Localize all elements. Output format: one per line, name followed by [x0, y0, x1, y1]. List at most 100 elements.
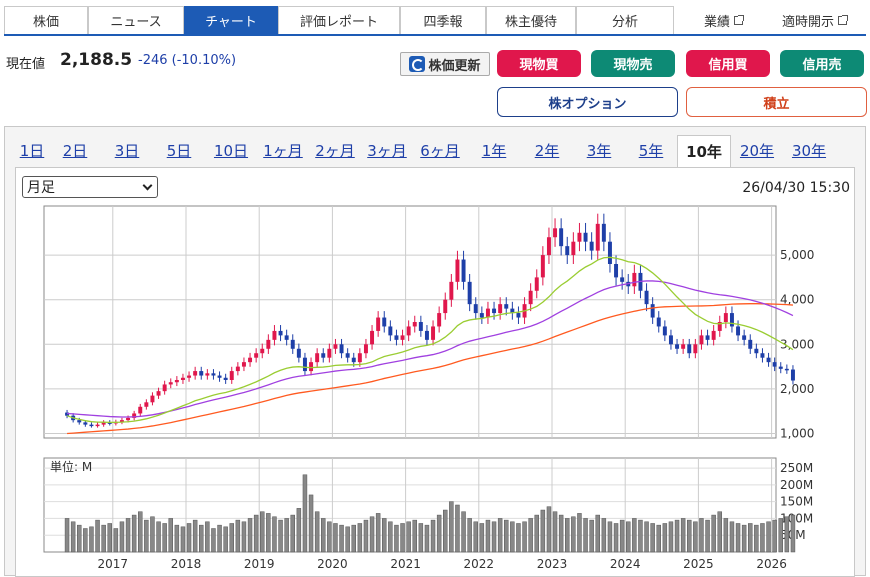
candle-body — [662, 326, 667, 336]
candle-body — [614, 264, 619, 278]
period-tab[interactable]: 2年 — [534, 141, 560, 160]
tab-bunseki[interactable]: 分析 — [576, 6, 674, 34]
period-tab[interactable]: 1日 — [19, 141, 45, 160]
volume-unit-label: 単位: M — [50, 459, 92, 474]
tab-label: 評価レポート — [299, 15, 378, 30]
interval-value: 月足 — [27, 180, 55, 196]
candle-body — [687, 344, 692, 354]
candle-body — [187, 375, 192, 378]
candle-body — [418, 322, 423, 331]
volume-bar — [211, 528, 216, 553]
volume-bar — [156, 521, 161, 553]
period-tab[interactable]: 20年 — [739, 141, 775, 160]
candle-body — [260, 348, 265, 354]
chart-panel: 1日 2日 3日 5日 10日 1ヶ月 2ヶ月 3ヶ月 6ヶ月 1年 2年 3年 5年 10年 20年 30年… — [4, 126, 866, 577]
period-tab[interactable]: 5年 — [638, 141, 664, 160]
link-tekiji[interactable]: 適時開示 — [782, 6, 849, 34]
volume-bar — [565, 518, 570, 553]
volume-bar — [723, 518, 729, 553]
candle-body — [168, 382, 173, 385]
period-tab[interactable]: 2日 — [62, 141, 88, 160]
period-tab[interactable]: 3年 — [586, 141, 612, 160]
shinyo-buy-button[interactable]: 信用買 — [686, 50, 770, 77]
candle-body — [345, 353, 350, 358]
tsumitate-button[interactable]: 積立 — [686, 87, 867, 117]
candle-body — [577, 232, 582, 242]
volume-bar — [290, 514, 295, 553]
genbutsu-sell-button[interactable]: 現物売 — [591, 50, 675, 77]
tab-label: 株主優待 — [504, 15, 557, 30]
volume-bar — [778, 518, 783, 553]
volume-bar — [522, 521, 527, 553]
candle-body — [473, 304, 478, 314]
tab-yutai[interactable]: 株主優待 — [486, 6, 576, 34]
candle-body — [162, 384, 167, 392]
period-tab[interactable]: 3日 — [114, 141, 140, 160]
tab-report[interactable]: 評価レポート — [278, 6, 400, 34]
candle-body — [77, 420, 82, 423]
volume-bar — [534, 514, 539, 553]
price-value: 2,188.5 — [60, 50, 133, 70]
tab-kabuka[interactable]: 株価 — [4, 6, 88, 34]
link-gyoseki[interactable]: 業績 — [704, 6, 745, 34]
candle-body — [229, 371, 234, 380]
candle-body — [504, 304, 509, 309]
period-tab[interactable]: 1年 — [481, 141, 507, 160]
candle-body — [254, 353, 259, 358]
refresh-icon — [409, 56, 426, 72]
year-tick-label: 2020 — [317, 557, 348, 571]
price-tick-label: 4,000 — [780, 293, 814, 307]
shinyo-sell-button[interactable]: 信用売 — [780, 50, 864, 77]
period-tab[interactable]: 2ヶ月 — [315, 141, 355, 160]
period-tab[interactable]: 3ヶ月 — [367, 141, 407, 160]
candle-body — [479, 313, 484, 318]
candle-body — [412, 322, 417, 327]
volume-bar — [272, 516, 277, 553]
candle-body — [370, 330, 375, 345]
volume-bar — [680, 518, 686, 553]
candle-body — [382, 317, 387, 327]
period-tab[interactable]: 10年 — [677, 135, 731, 167]
volume-bar — [260, 511, 265, 553]
candle-body — [211, 373, 216, 376]
tab-label: チャート — [205, 15, 257, 30]
genbutsu-buy-button[interactable]: 現物買 — [497, 50, 581, 77]
price-change: -246 (-10.10%) — [138, 53, 237, 68]
period-tab[interactable]: 6ヶ月 — [420, 141, 460, 160]
volume-bar — [89, 526, 94, 553]
candle-body — [302, 357, 307, 372]
candle-body — [553, 228, 558, 238]
volume-bar — [101, 524, 106, 553]
volume-bar — [375, 513, 381, 553]
candle-body — [559, 228, 564, 247]
candle-body — [467, 281, 472, 305]
volume-bar — [424, 524, 430, 553]
candle-body — [339, 344, 344, 354]
volume-bar — [485, 519, 491, 553]
period-tab[interactable]: 5日 — [166, 141, 192, 160]
volume-bar — [583, 518, 588, 553]
candle-body — [668, 335, 673, 345]
candle-body — [790, 369, 795, 381]
volume-bar — [558, 514, 564, 553]
volume-bar — [571, 516, 576, 553]
period-tab[interactable]: 30年 — [791, 141, 827, 160]
period-tab[interactable]: 1ヶ月 — [263, 141, 303, 160]
period-tab[interactable]: 10日 — [213, 141, 249, 160]
tab-shikiho[interactable]: 四季報 — [400, 6, 486, 34]
volume-bar — [430, 519, 436, 553]
volume-bar — [394, 524, 399, 553]
interval-select[interactable]: 月足 — [22, 176, 158, 198]
stock-option-button[interactable]: 株オプション — [497, 87, 678, 117]
volume-bar — [607, 521, 613, 553]
volume-bar — [674, 519, 680, 553]
tab-chart[interactable]: チャート — [184, 6, 278, 34]
candle-body — [315, 353, 320, 363]
candle-body — [583, 232, 588, 242]
candle-body — [431, 326, 436, 340]
tab-news[interactable]: ニュース — [88, 6, 184, 34]
volume-bar — [314, 511, 320, 553]
candle-body — [778, 366, 783, 369]
volume-bar — [601, 518, 607, 553]
refresh-button[interactable]: 株価更新 — [400, 52, 490, 76]
